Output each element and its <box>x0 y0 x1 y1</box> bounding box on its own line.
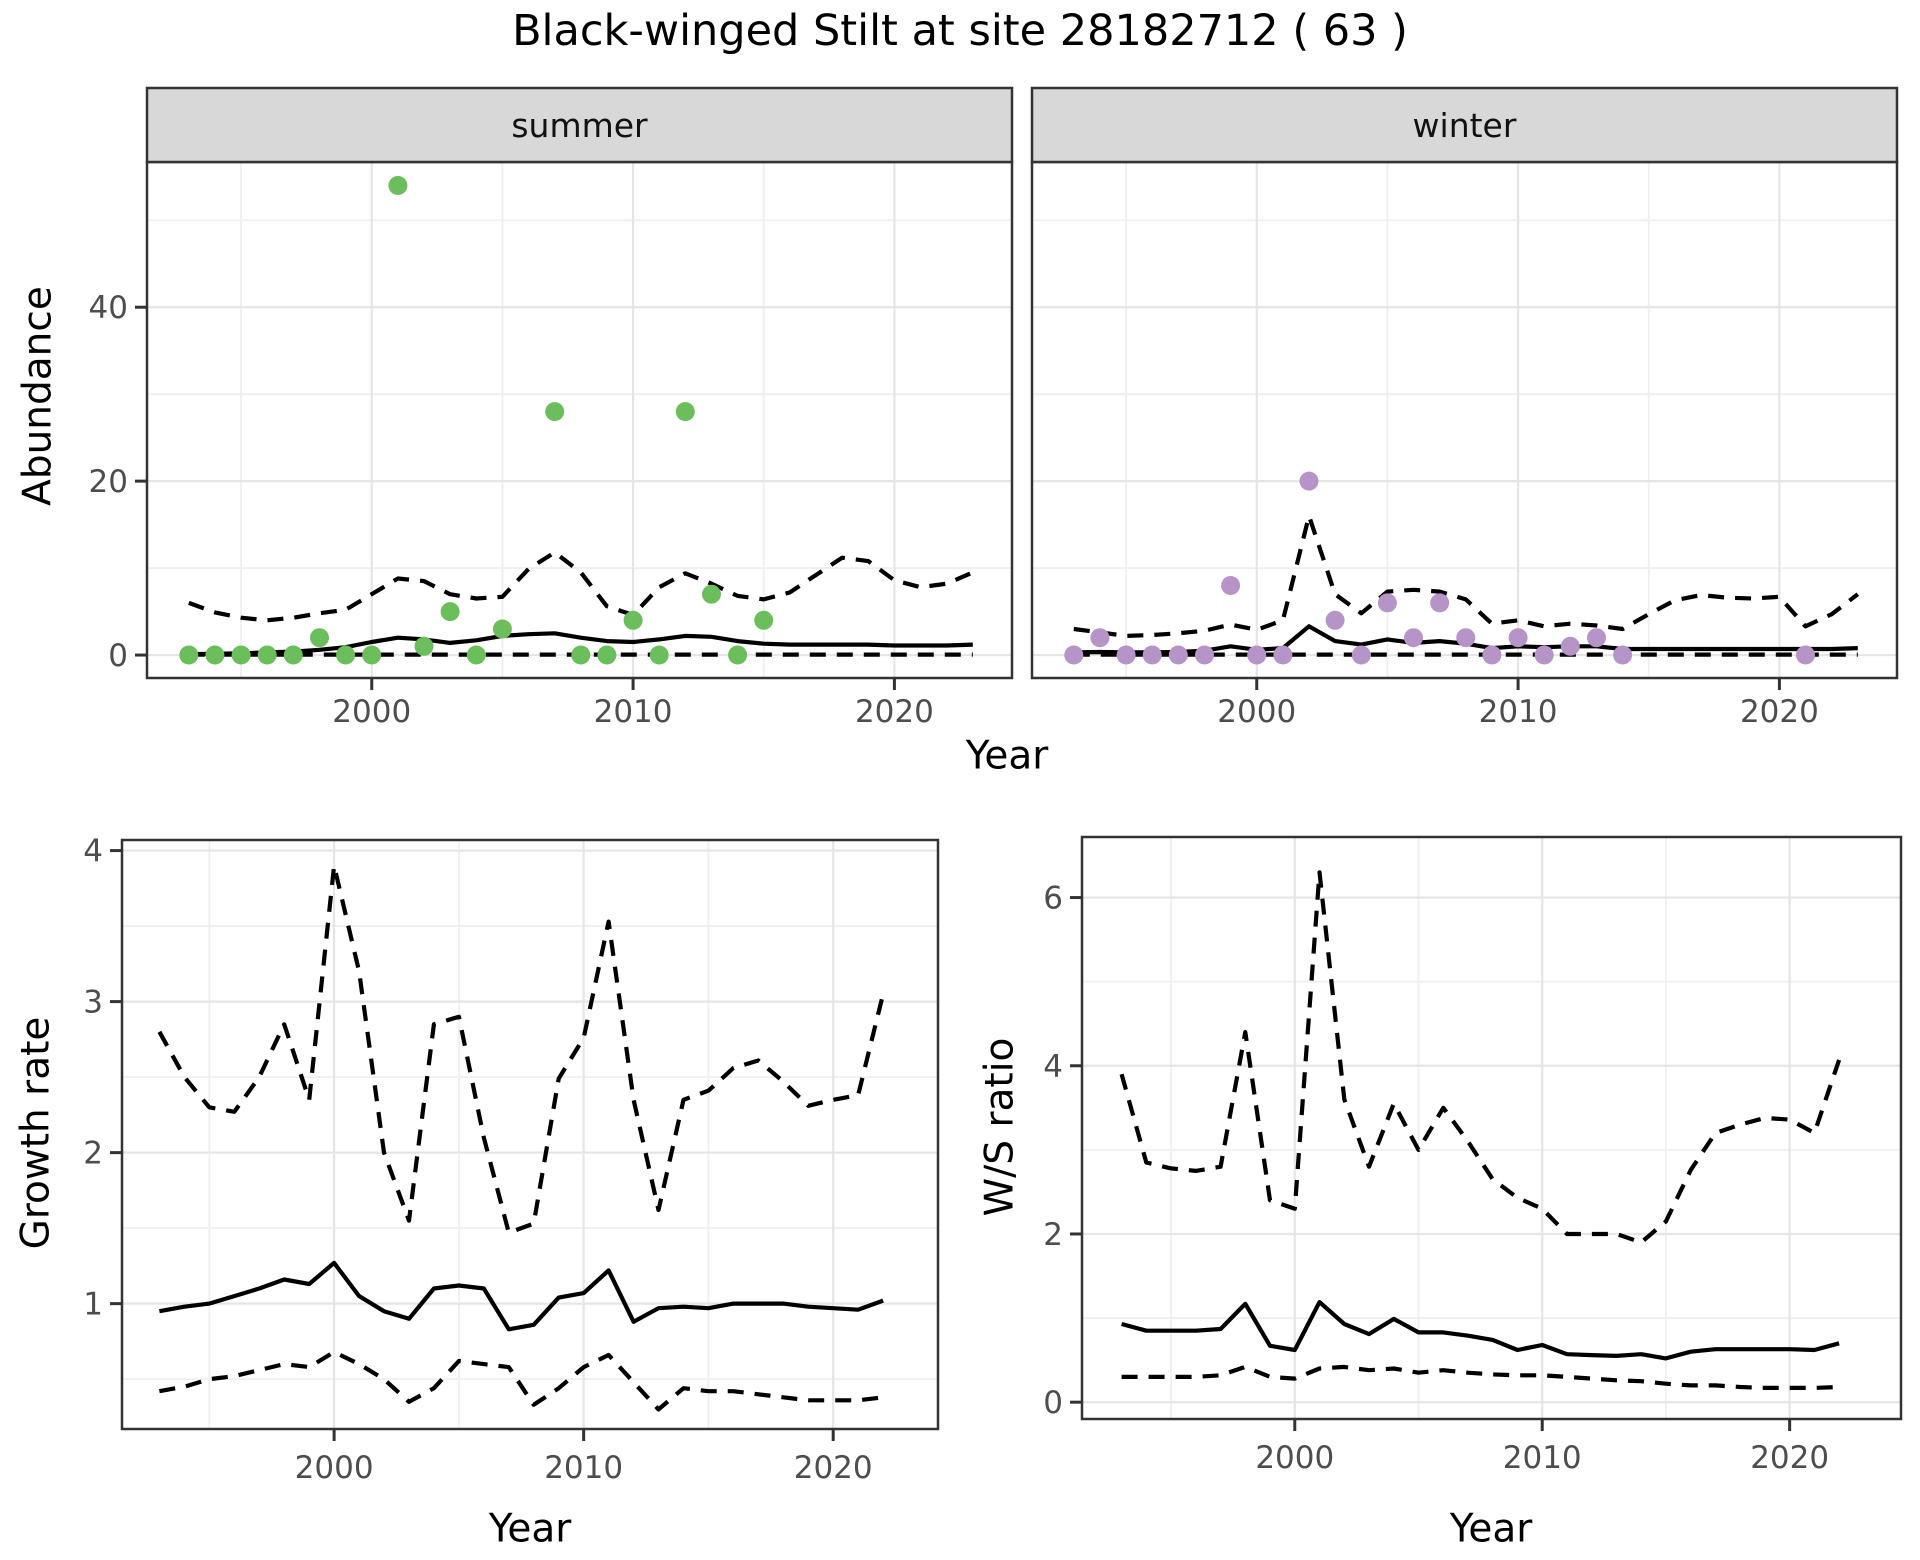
upper-ci-line <box>188 550 974 623</box>
x-tick-label: 2010 <box>544 1450 623 1486</box>
y-tick-label: 20 <box>89 464 128 500</box>
data-point <box>205 645 225 665</box>
lower-ci-line <box>1121 1364 1840 1391</box>
data-point <box>754 610 774 630</box>
data-point <box>310 628 329 648</box>
data-point <box>1377 593 1397 613</box>
data-point <box>649 645 669 665</box>
data-point <box>1142 645 1162 665</box>
data-point <box>1247 645 1267 665</box>
panel-border <box>1080 835 1903 1421</box>
data-point <box>466 645 486 665</box>
data-point <box>1325 610 1345 630</box>
data-point <box>1430 593 1450 613</box>
lower-ci-line <box>159 1349 884 1412</box>
panel-border <box>120 838 940 1431</box>
data-point <box>702 584 721 604</box>
mean-line <box>188 631 973 657</box>
x-tick-label: 2010 <box>1503 1440 1582 1476</box>
upper-ci-line <box>1119 870 1842 1245</box>
data-point <box>414 636 434 656</box>
upper-ci-line <box>1073 513 1860 639</box>
x-axis-label-year-bottom-left: Year <box>488 1506 572 1552</box>
data-point <box>1351 645 1371 665</box>
y-tick-label: 2 <box>83 1136 103 1172</box>
x-tick-label: 2020 <box>1740 694 1819 730</box>
panel-ws-ratio: 2000 2010 2020 0 2 4 6 <box>1043 835 1903 1476</box>
upper-ci-line <box>157 863 886 1235</box>
page-title: Black-winged Stilt at site 28182712 ( 63… <box>512 6 1408 56</box>
data-point <box>1587 628 1606 648</box>
x-tick-label: 2000 <box>1217 694 1296 730</box>
x-tick-label: 2000 <box>332 694 411 730</box>
data-point <box>388 176 408 195</box>
data-point <box>1299 471 1319 491</box>
y-tick-label: 0 <box>108 638 128 674</box>
x-tick-label: 2020 <box>855 694 934 730</box>
y-tick-label: 0 <box>1043 1385 1063 1421</box>
data-point <box>1456 628 1476 648</box>
data-point <box>257 645 277 665</box>
x-tick-label: 2000 <box>295 1450 374 1486</box>
facet-strip-label: winter <box>1413 106 1517 145</box>
x-axis-label-year-bottom-right: Year <box>1449 1506 1533 1552</box>
y-axis-label-ws-ratio: W/S ratio <box>977 1037 1023 1217</box>
y-tick-label: 2 <box>1043 1217 1063 1253</box>
data-point <box>1064 645 1084 665</box>
x-tick-label: 2010 <box>1479 694 1558 730</box>
data-point <box>231 645 251 665</box>
facet-strip <box>145 86 1014 164</box>
x-tick-label: 2000 <box>1255 1440 1334 1476</box>
x-tick-label: 2010 <box>594 694 673 730</box>
data-point <box>492 619 512 639</box>
data-point <box>1273 645 1293 665</box>
x-tick-label: 2020 <box>794 1450 873 1486</box>
data-point <box>179 645 199 665</box>
data-point <box>1482 645 1502 665</box>
data-point <box>283 645 303 665</box>
data-point <box>362 645 382 665</box>
data-point <box>545 402 565 422</box>
panel-border <box>145 160 1014 680</box>
data-point <box>1613 645 1633 665</box>
y-axis-label-growth-rate: Growth rate <box>13 1016 59 1250</box>
data-point <box>1221 576 1241 595</box>
data-point <box>571 645 591 665</box>
data-point <box>675 402 695 422</box>
y-tick-label: 6 <box>1043 881 1063 917</box>
data-point <box>1534 645 1554 665</box>
data-point <box>597 645 617 665</box>
mean-line <box>1121 1299 1840 1361</box>
y-tick-label: 4 <box>1043 1049 1063 1085</box>
facet-strip-label: summer <box>511 106 648 145</box>
y-tick-label: 40 <box>89 290 128 326</box>
panel-growth-rate: 2000 2010 2020 1 2 3 4 <box>83 834 940 1486</box>
data-point <box>623 610 643 630</box>
y-tick-label: 3 <box>83 985 103 1021</box>
data-point <box>1090 628 1110 648</box>
mean-line <box>159 1260 884 1332</box>
data-point <box>1508 628 1528 648</box>
y-tick-label: 1 <box>83 1287 103 1323</box>
data-point <box>1168 645 1188 665</box>
data-point <box>1560 636 1580 656</box>
data-point <box>336 645 356 665</box>
data-point <box>728 645 748 665</box>
y-tick-label: 4 <box>83 834 103 870</box>
panel-abundance-summer: summer 2000 2010 2020 0 20 40 <box>89 86 1014 730</box>
data-point <box>1195 645 1214 665</box>
x-axis-label-year-top: Year <box>965 733 1049 779</box>
data-point <box>1796 645 1815 665</box>
panel-abundance-winter: winter 2000 2010 2020 <box>1030 86 1899 730</box>
facet-strip <box>1030 86 1899 164</box>
data-point <box>1404 628 1423 648</box>
data-point <box>1116 645 1136 665</box>
x-tick-label: 2020 <box>1750 1440 1829 1476</box>
data-point <box>440 602 460 622</box>
y-axis-label-abundance: Abundance <box>15 286 61 506</box>
